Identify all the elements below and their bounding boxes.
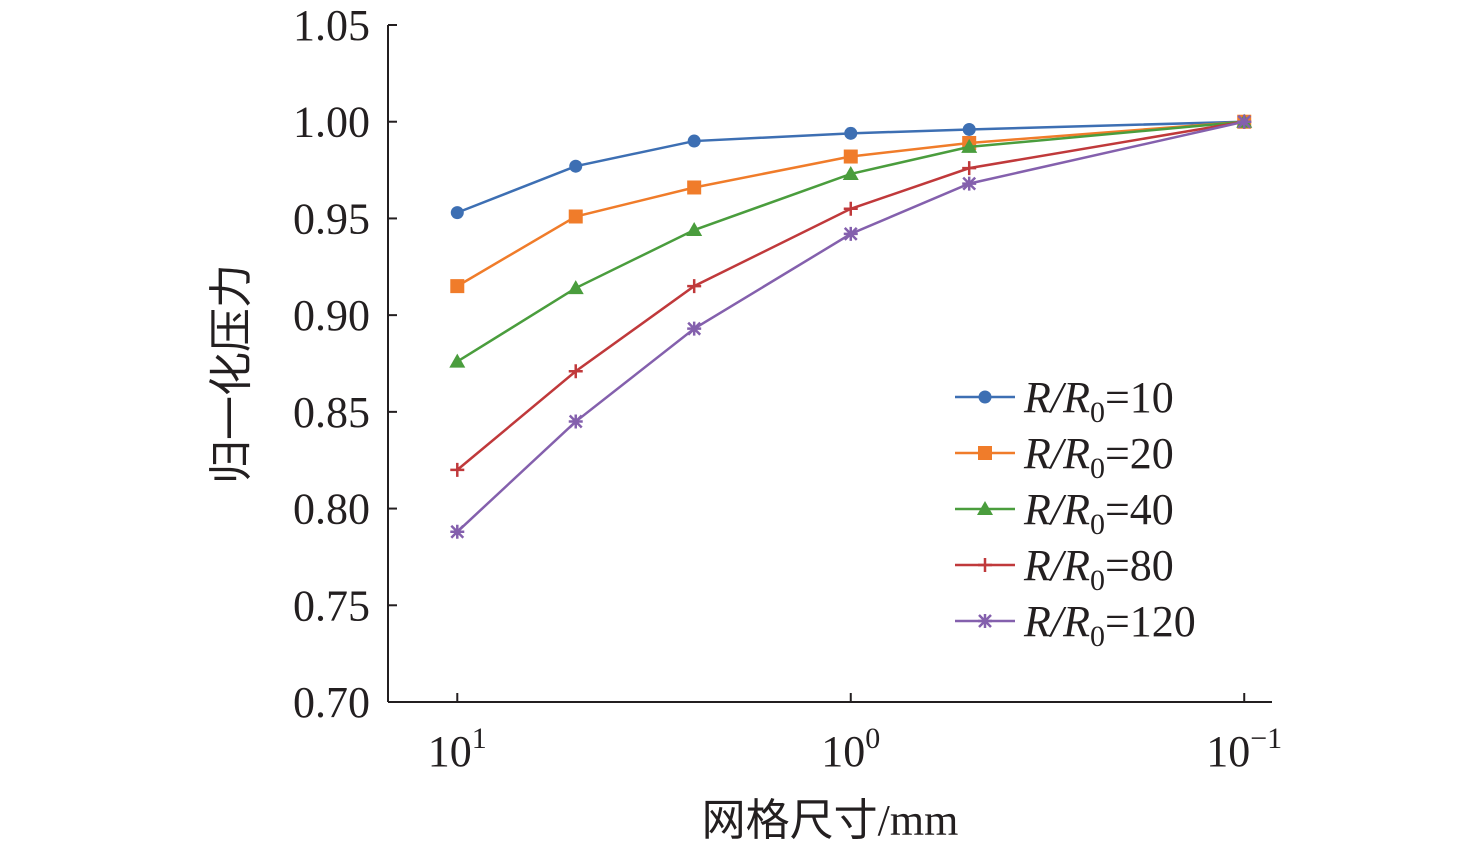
data-point — [977, 501, 993, 515]
legend-label: R/R0=120 — [1023, 597, 1196, 653]
legend-label: R/R0=10 — [1023, 373, 1174, 429]
y-tick-label: 0.85 — [293, 388, 370, 437]
x-tick-label: 101 — [428, 722, 487, 776]
data-point — [687, 321, 702, 336]
y-tick-label: 1.05 — [293, 1, 370, 50]
data-point — [978, 614, 992, 628]
y-tick-label: 0.80 — [293, 485, 370, 534]
y-axis-title: 归一化压力 — [207, 264, 256, 484]
data-point — [844, 126, 858, 140]
data-point — [687, 134, 701, 148]
legend-item-5: R/R0=120 — [955, 597, 1196, 653]
legend: R/R0=10R/R0=20R/R0=40R/R0=80R/R0=120 — [955, 373, 1196, 653]
data-point — [978, 446, 992, 460]
series-line — [456, 120, 1245, 363]
legend-item-3: R/R0=40 — [955, 485, 1174, 541]
data-point — [842, 165, 859, 180]
y-tick-label: 0.95 — [293, 194, 370, 243]
data-point — [843, 226, 858, 241]
data-point — [962, 161, 977, 176]
legend-label: R/R0=40 — [1023, 485, 1174, 541]
series-line — [456, 120, 1245, 471]
legend-item-1: R/R0=10 — [955, 373, 1174, 429]
data-point — [978, 558, 992, 572]
series-5 — [450, 114, 1252, 539]
data-point — [568, 414, 583, 429]
legend-item-4: R/R0=80 — [955, 541, 1174, 597]
legend-label: R/R0=20 — [1023, 429, 1174, 485]
series-line — [456, 120, 1245, 533]
series-line — [456, 120, 1245, 214]
data-point — [569, 159, 583, 173]
y-tick-label: 1.00 — [293, 98, 370, 147]
series-1 — [450, 115, 1251, 220]
data-point — [843, 201, 858, 216]
data-point — [961, 138, 978, 153]
data-point — [567, 280, 584, 295]
data-point — [687, 279, 702, 294]
data-point — [843, 149, 858, 164]
series-line — [456, 120, 1245, 288]
y-tick-label: 0.70 — [293, 678, 370, 727]
axes: 1.05 1.00 0.95 0.90 0.85 0.80 0.75 0.70 101 100 10… — [293, 1, 1282, 776]
x-axis-title: 网格尺寸/mm — [702, 796, 959, 845]
data-point — [962, 176, 977, 191]
y-tick-label: 0.90 — [293, 291, 370, 340]
data-point — [450, 524, 465, 539]
data-point — [450, 279, 465, 294]
data-point — [450, 462, 465, 477]
data-point — [978, 390, 992, 404]
legend-label: R/R0=80 — [1023, 541, 1174, 597]
data-point — [568, 364, 583, 379]
data-point — [449, 353, 466, 368]
data-point — [1237, 114, 1252, 129]
data-point — [687, 180, 702, 195]
series-layer — [449, 113, 1253, 539]
data-point — [568, 209, 583, 224]
data-point — [450, 206, 464, 220]
data-point — [686, 222, 703, 237]
legend-item-2: R/R0=20 — [955, 429, 1174, 485]
data-point — [962, 122, 976, 136]
y-tick-label: 0.75 — [293, 581, 370, 630]
x-tick-label: 10−1 — [1206, 722, 1282, 776]
x-tick-label: 100 — [821, 722, 880, 776]
